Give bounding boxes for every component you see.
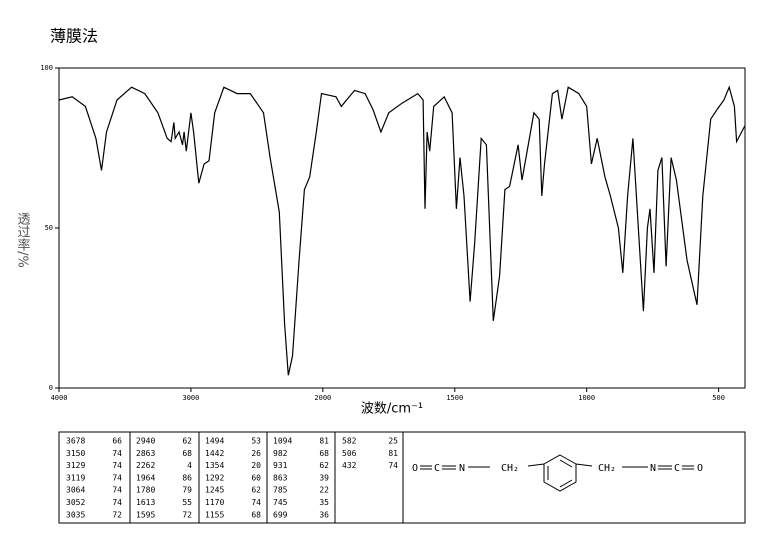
- peak-transmittance: 26: [251, 449, 261, 458]
- peak-transmittance: 72: [182, 510, 192, 519]
- peak-wavenumber: 2863: [136, 449, 155, 458]
- atom-label: C: [434, 463, 440, 474]
- peak-transmittance: 62: [319, 461, 329, 470]
- ring-bond: [559, 479, 573, 488]
- x-tick-label: 2000: [314, 394, 331, 402]
- peak-wavenumber: 1494: [205, 437, 224, 446]
- atom-label: CH₂: [598, 463, 616, 474]
- peak-transmittance: 68: [319, 449, 329, 458]
- peak-transmittance: 74: [251, 498, 261, 507]
- peak-transmittance: 79: [182, 486, 192, 495]
- peak-transmittance: 74: [112, 461, 122, 470]
- peak-wavenumber: 1442: [205, 449, 224, 458]
- peak-wavenumber: 3035: [66, 510, 85, 519]
- peak-wavenumber: 931: [273, 461, 288, 470]
- peak-transmittance: 86: [182, 473, 192, 482]
- peak-transmittance: 53: [251, 437, 261, 446]
- peak-transmittance: 20: [251, 461, 261, 470]
- peak-transmittance: 60: [251, 473, 261, 482]
- peak-wavenumber: 1613: [136, 498, 155, 507]
- bond: [527, 463, 545, 467]
- peak-transmittance: 81: [319, 437, 329, 446]
- peak-wavenumber: 506: [342, 449, 357, 458]
- structure: [420, 454, 694, 492]
- y-tick-label: 50: [45, 224, 53, 232]
- peak-wavenumber: 1170: [205, 498, 224, 507]
- peak-transmittance: 36: [319, 510, 329, 519]
- x-axis-label: 波数/cm⁻¹: [361, 402, 423, 417]
- peak-wavenumber: 1245: [205, 486, 224, 495]
- atom-label: N: [459, 463, 465, 474]
- peak-wavenumber: 3064: [66, 486, 85, 495]
- x-tick-label: 1500: [446, 394, 463, 402]
- peak-transmittance: 68: [182, 449, 192, 458]
- peak-wavenumber: 432: [342, 461, 357, 470]
- peak-wavenumber: 699: [273, 510, 288, 519]
- peak-wavenumber: 1155: [205, 510, 224, 519]
- peak-transmittance: 35: [319, 498, 329, 507]
- y-tick-label: 100: [40, 64, 53, 72]
- atom-label: O: [412, 463, 418, 474]
- atom-label: N: [650, 463, 656, 474]
- peak-transmittance: 62: [182, 437, 192, 446]
- y-axis-label: 透过率/%: [15, 212, 31, 268]
- peak-wavenumber: 582: [342, 437, 357, 446]
- peak-transmittance: 4: [187, 461, 192, 470]
- peak-wavenumber: 2262: [136, 461, 155, 470]
- peak-transmittance: 74: [112, 473, 122, 482]
- peak-transmittance: 66: [112, 437, 122, 446]
- peak-wavenumber: 3052: [66, 498, 85, 507]
- peak-transmittance: 22: [319, 486, 329, 495]
- atom-label: CH₂: [501, 463, 519, 474]
- peak-wavenumber: 3119: [66, 473, 85, 482]
- peak-transmittance: 74: [388, 461, 398, 470]
- spectrum-line: [58, 85, 746, 376]
- atom-label: C: [674, 463, 680, 474]
- y-tick-label: 0: [49, 384, 53, 392]
- peak-transmittance: 74: [112, 498, 122, 507]
- peak-transmittance: 55: [182, 498, 192, 507]
- peak-wavenumber: 785: [273, 486, 288, 495]
- peak-wavenumber: 1354: [205, 461, 224, 470]
- peak-table-frame: [58, 431, 746, 524]
- peak-transmittance: 72: [112, 510, 122, 519]
- x-tick-label: 1000: [578, 394, 595, 402]
- peak-wavenumber: 1964: [136, 473, 155, 482]
- peak-wavenumber: 3150: [66, 449, 85, 458]
- peak-transmittance: 74: [112, 486, 122, 495]
- peak-transmittance: 68: [251, 510, 261, 519]
- peak-wavenumber: 1780: [136, 486, 155, 495]
- peak-transmittance: 39: [319, 473, 329, 482]
- peak-transmittance: 25: [388, 437, 398, 446]
- peak-transmittance: 62: [251, 486, 261, 495]
- peak-wavenumber: 1094: [273, 437, 292, 446]
- peak-wavenumber: 1595: [136, 510, 155, 519]
- x-tick-label: 4000: [51, 394, 68, 402]
- atom-label: O: [697, 463, 703, 474]
- plot-frame: [58, 67, 746, 389]
- peak-wavenumber: 2940: [136, 437, 155, 446]
- peak-transmittance: 74: [112, 449, 122, 458]
- bond: [575, 463, 593, 467]
- chart-title: 薄膜法: [50, 27, 98, 46]
- peak-transmittance: 81: [388, 449, 398, 458]
- peak-wavenumber: 982: [273, 449, 288, 458]
- peak-wavenumber: 745: [273, 498, 288, 507]
- peak-wavenumber: 863: [273, 473, 288, 482]
- peak-wavenumber: 3678: [66, 437, 85, 446]
- x-tick-label: 3000: [182, 394, 199, 402]
- ring-bond: [559, 459, 573, 468]
- x-tick-label: 500: [712, 394, 725, 402]
- peak-wavenumber: 1292: [205, 473, 224, 482]
- peak-wavenumber: 3129: [66, 461, 85, 470]
